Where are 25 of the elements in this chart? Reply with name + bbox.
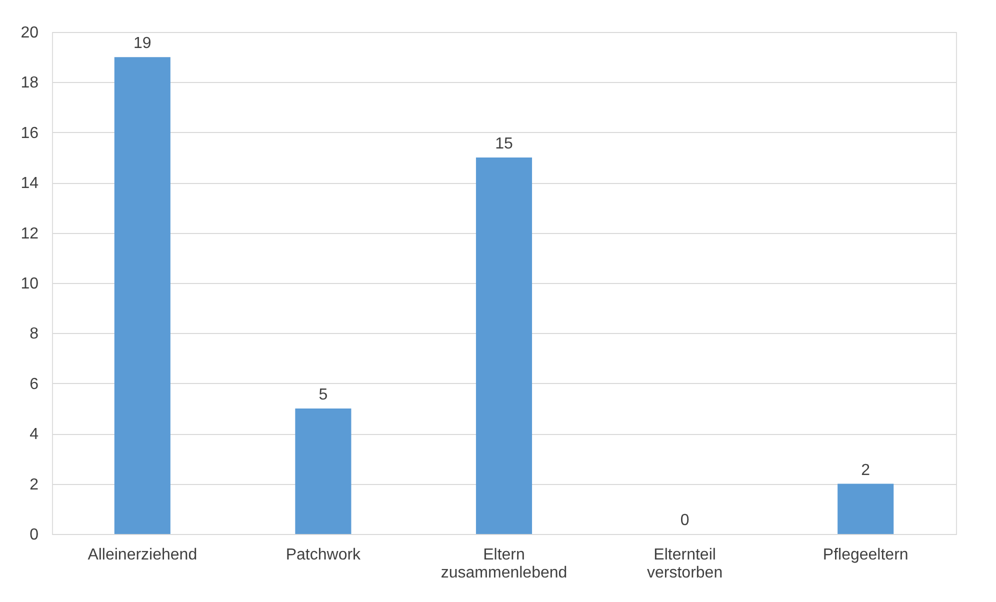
data-label: 19 xyxy=(134,35,152,52)
x-tick-label: Pflegeeltern xyxy=(822,546,908,564)
y-tick-label: 6 xyxy=(30,376,39,393)
y-tick-label: 0 xyxy=(30,526,39,544)
bar xyxy=(295,408,352,534)
y-tick-label: 20 xyxy=(20,24,39,42)
bar xyxy=(114,57,170,534)
data-label: 0 xyxy=(680,512,690,529)
y-tick-label: 12 xyxy=(20,225,39,242)
data-label: 5 xyxy=(318,386,328,404)
y-tick-label: 14 xyxy=(20,175,39,192)
y-tick-label: 16 xyxy=(20,124,39,142)
bar xyxy=(476,158,532,534)
y-tick-label: 8 xyxy=(30,326,39,343)
y-tick-label: 2 xyxy=(30,476,39,494)
x-tick-label: Alleinerziehend xyxy=(88,546,198,564)
y-tick-label: 18 xyxy=(20,74,39,92)
data-label: 2 xyxy=(861,462,870,479)
y-tick-label: 10 xyxy=(20,276,39,292)
x-tick-label: Elternteil verstorben xyxy=(647,546,723,582)
bar xyxy=(838,484,894,534)
x-tick-label: Eltern zusammenlebend xyxy=(440,546,568,582)
y-tick-label: 4 xyxy=(30,426,39,444)
x-tick-label: Patchwork xyxy=(286,546,362,564)
data-label: 15 xyxy=(495,136,513,152)
